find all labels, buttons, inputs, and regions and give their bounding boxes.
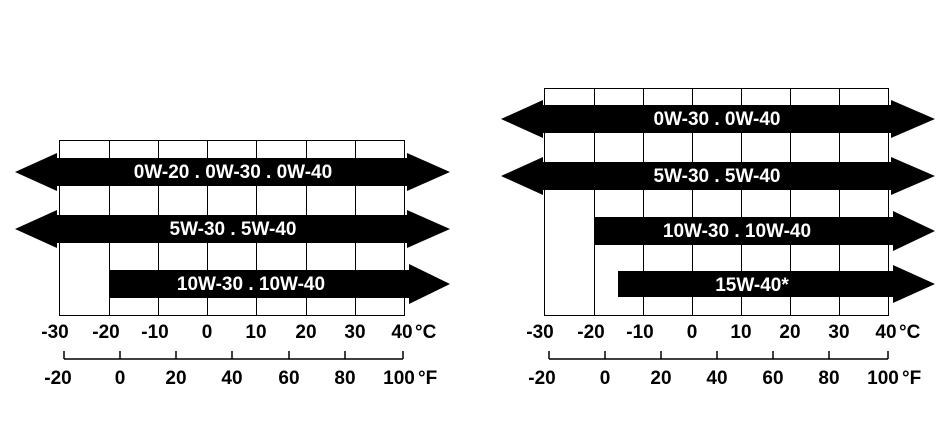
left-fahrenheit-axis: -20 0 20 40 60 80 100 °F bbox=[44, 368, 437, 389]
celsius-tick-label: 10 bbox=[730, 322, 751, 343]
left-band-2: 5W-30 . 5W-40 bbox=[15, 210, 450, 248]
double-arrow-shape bbox=[15, 210, 450, 248]
fahrenheit-tick-label: -20 bbox=[44, 368, 71, 389]
fahrenheit-tick-label: 0 bbox=[115, 368, 126, 389]
celsius-tick-label: 40 bbox=[875, 322, 896, 343]
fahrenheit-tick-label: 20 bbox=[650, 368, 671, 389]
celsius-tick-label: 30 bbox=[344, 322, 365, 343]
fahrenheit-tick-label: 100 bbox=[383, 368, 415, 389]
fahrenheit-tick-label: 80 bbox=[818, 368, 839, 389]
fahrenheit-tick-label: 100 bbox=[867, 368, 899, 389]
double-arrow-shape bbox=[501, 157, 935, 195]
fahrenheit-tick-label: 0 bbox=[600, 368, 611, 389]
band-label: 10W-30 . 10W-40 bbox=[663, 221, 811, 242]
left-band-1: 0W-20 . 0W-30 . 0W-40 bbox=[15, 153, 450, 191]
fahrenheit-tick-label: 80 bbox=[334, 368, 355, 389]
celsius-tick-label: -30 bbox=[526, 322, 553, 343]
celsius-tick-label: 0 bbox=[202, 322, 213, 343]
celsius-tick-label: 0 bbox=[687, 322, 698, 343]
celsius-tick-label: -20 bbox=[577, 322, 604, 343]
right-arrow-shape bbox=[618, 265, 935, 303]
right-arrow-shape bbox=[594, 211, 935, 251]
fahrenheit-tick-label: -20 bbox=[528, 368, 555, 389]
double-arrow-shape bbox=[15, 153, 450, 191]
left-band-3: 10W-30 . 10W-40 bbox=[109, 264, 450, 304]
right-arrow-shape bbox=[109, 264, 450, 304]
celsius-tick-label: 40 bbox=[391, 322, 412, 343]
band-label: 5W-30 . 5W-40 bbox=[170, 219, 297, 240]
celsius-unit-label: °C bbox=[899, 322, 921, 343]
celsius-tick-label: 20 bbox=[295, 322, 316, 343]
left-fahrenheit-scale bbox=[63, 351, 404, 360]
right-celsius-axis: -30 -20 -10 0 10 20 30 40 °C bbox=[526, 322, 920, 343]
band-label: 0W-20 . 0W-30 . 0W-40 bbox=[134, 162, 332, 183]
right-band-4: 15W-40* bbox=[618, 265, 935, 303]
right-fahrenheit-scale bbox=[548, 351, 889, 360]
fahrenheit-tick-label: 20 bbox=[165, 368, 186, 389]
right-viscosity-chart: 0W-30 . 0W-40 5W-30 . 5W-40 10W-30 . 10W… bbox=[501, 88, 935, 389]
right-fahrenheit-axis: -20 0 20 40 60 80 100 °F bbox=[528, 368, 921, 389]
left-viscosity-chart: 0W-20 . 0W-30 . 0W-40 5W-30 . 5W-40 10W-… bbox=[15, 140, 450, 389]
celsius-tick-label: 10 bbox=[245, 322, 266, 343]
fahrenheit-tick-label: 40 bbox=[221, 368, 242, 389]
right-band-1: 0W-30 . 0W-40 bbox=[501, 100, 935, 138]
celsius-unit-label: °C bbox=[415, 322, 437, 343]
band-label: 0W-30 . 0W-40 bbox=[654, 109, 781, 130]
fahrenheit-tick-label: 60 bbox=[762, 368, 783, 389]
right-band-2: 5W-30 . 5W-40 bbox=[501, 157, 935, 195]
fahrenheit-unit-label: °F bbox=[418, 368, 437, 389]
band-label: 10W-30 . 10W-40 bbox=[177, 274, 325, 295]
band-label: 15W-40* bbox=[715, 275, 789, 296]
left-celsius-axis: -30 -20 -10 0 10 20 30 40 °C bbox=[41, 322, 436, 343]
right-band-3: 10W-30 . 10W-40 bbox=[594, 211, 935, 251]
celsius-tick-label: 30 bbox=[828, 322, 849, 343]
celsius-tick-label: -20 bbox=[92, 322, 119, 343]
band-label: 5W-30 . 5W-40 bbox=[654, 166, 781, 187]
fahrenheit-unit-label: °F bbox=[902, 368, 921, 389]
celsius-tick-label: -10 bbox=[141, 322, 168, 343]
fahrenheit-tick-label: 60 bbox=[278, 368, 299, 389]
celsius-tick-label: 20 bbox=[779, 322, 800, 343]
celsius-tick-label: -30 bbox=[41, 322, 68, 343]
celsius-tick-label: -10 bbox=[626, 322, 653, 343]
double-arrow-shape bbox=[501, 100, 935, 138]
fahrenheit-tick-label: 40 bbox=[706, 368, 727, 389]
